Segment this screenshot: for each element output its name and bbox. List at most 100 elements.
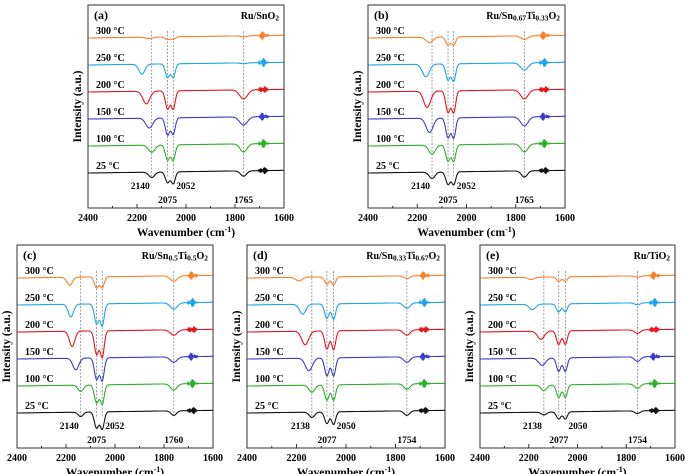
peak-label: 2075 — [87, 436, 106, 446]
peak-label: 2075 — [158, 196, 177, 206]
series-line — [88, 58, 284, 79]
series-label: 25 °C — [25, 401, 49, 412]
x-tick-label: 1600 — [555, 213, 575, 224]
x-tick-label: 2400 — [470, 453, 490, 464]
x-axis-label: Wavenumber (cm-1) — [66, 465, 164, 474]
series-line — [247, 407, 445, 426]
series-line — [17, 298, 213, 327]
peak-label: 2077 — [549, 436, 568, 446]
x-tick-label: 2200 — [519, 453, 539, 464]
series-label: 250 °C — [255, 293, 284, 304]
x-tick-label: 1600 — [435, 453, 455, 464]
y-axis-label: Intensity (a.u.) — [464, 310, 476, 382]
peak-label: 1765 — [515, 196, 534, 206]
panel-title: Ru/Sn0.33Ti0.67O2 — [366, 251, 440, 263]
series-line — [17, 379, 213, 406]
series-label: 300 °C — [25, 266, 54, 277]
peak-label: 2140 — [411, 182, 430, 192]
panel-id: (d) — [253, 248, 268, 262]
series-line — [480, 298, 675, 313]
series-line — [247, 326, 445, 351]
series-line — [247, 271, 445, 286]
panel-title: Ru/Sn0.5Ti0.5O2 — [142, 251, 209, 263]
x-tick-label: 2400 — [358, 213, 378, 224]
series-label: 150 °C — [488, 347, 517, 358]
peak-label: 2075 — [439, 196, 458, 206]
peak-label: 2140 — [60, 422, 79, 432]
peak-label: 2077 — [317, 436, 336, 446]
series-line — [480, 379, 675, 399]
x-axis-label: Wavenumber (cm-1) — [137, 225, 235, 239]
x-axis-label: Wavenumber (cm-1) — [528, 465, 626, 474]
series-label: 25 °C — [96, 161, 120, 172]
panel-e: 300 °C 250 °C 200 °C 150 °C 100 °C 25 °C 2138 2… — [464, 244, 685, 474]
series-label: 250 °C — [25, 293, 54, 304]
panel-a: 300 °C 250 °C 200 °C 150 °C 100 °C 25 °C 2140 2… — [72, 4, 294, 239]
series-label: 300 °C — [96, 26, 125, 37]
series-label: 300 °C — [488, 266, 517, 277]
panel-b: 300 °C 250 °C 200 °C 150 °C 100 °C 25 °C 2140 2… — [352, 4, 575, 239]
series-line — [368, 167, 565, 186]
series-label: 300 °C — [255, 266, 284, 277]
x-tick-label: 2200 — [287, 453, 307, 464]
x-tick-label: 2400 — [7, 453, 27, 464]
peak-label: 2052 — [105, 422, 124, 432]
series-line — [88, 86, 284, 111]
y-axis-label: Intensity (a.u.) — [72, 70, 84, 142]
series-label: 25 °C — [488, 401, 512, 412]
peak-label: 1765 — [234, 196, 253, 206]
x-tick-label: 1800 — [154, 453, 174, 464]
x-tick-label: 1800 — [506, 213, 526, 224]
peak-label: 1760 — [164, 436, 183, 446]
panel-title: Ru/SnO2 — [241, 11, 279, 23]
series-label: 100 °C — [488, 374, 517, 385]
series-line — [480, 352, 675, 373]
series-line — [17, 271, 213, 289]
panel-id: (e) — [486, 248, 499, 262]
series-line — [368, 31, 565, 46]
x-tick-label: 2000 — [336, 453, 356, 464]
series-label: 200 °C — [255, 320, 284, 331]
y-axis-label: Intensity (a.u.) — [352, 70, 364, 142]
panel-c: 300 °C 250 °C 200 °C 150 °C 100 °C 25 °C 2140 2… — [1, 244, 223, 474]
series-line — [88, 31, 284, 41]
peak-label: 2050 — [337, 422, 356, 432]
x-tick-label: 2000 — [568, 453, 588, 464]
series-label: 100 °C — [25, 374, 54, 385]
series-label: 150 °C — [255, 347, 284, 358]
series-line — [17, 326, 213, 359]
series-label: 100 °C — [96, 134, 125, 145]
series-line — [368, 86, 565, 114]
x-tick-label: 1800 — [386, 453, 406, 464]
series-line — [88, 139, 284, 162]
x-axis-label: Wavenumber (cm-1) — [297, 465, 395, 474]
peak-label: 1754 — [628, 436, 647, 446]
peak-label: 2140 — [131, 182, 150, 192]
series-label: 250 °C — [376, 53, 405, 64]
peak-label: 2050 — [568, 422, 587, 432]
series-line — [480, 407, 675, 420]
y-axis-label: Intensity (a.u.) — [1, 310, 13, 382]
peak-label: 1754 — [397, 436, 416, 446]
series-line — [247, 298, 445, 321]
x-tick-label: 1600 — [274, 213, 294, 224]
series-label: 250 °C — [96, 53, 125, 64]
panel-id: (b) — [374, 8, 389, 22]
panel-id: (c) — [23, 248, 36, 262]
peak-label: 2052 — [457, 182, 476, 192]
series-label: 300 °C — [376, 26, 405, 37]
x-tick-label: 2000 — [105, 453, 125, 464]
peak-label: 2052 — [176, 182, 195, 192]
panel-title: Ru/TiO2 — [634, 251, 671, 263]
series-line — [368, 58, 565, 83]
x-tick-label: 2200 — [127, 213, 147, 224]
x-tick-label: 2200 — [56, 453, 76, 464]
x-tick-label: 1800 — [225, 213, 245, 224]
series-label: 25 °C — [255, 401, 279, 412]
series-line — [368, 139, 565, 163]
x-tick-label: 2400 — [237, 453, 257, 464]
x-axis-label: Wavenumber (cm-1) — [417, 225, 515, 239]
series-line — [480, 326, 675, 346]
y-axis-label: Intensity (a.u.) — [231, 310, 243, 382]
peak-label: 2138 — [291, 422, 310, 432]
